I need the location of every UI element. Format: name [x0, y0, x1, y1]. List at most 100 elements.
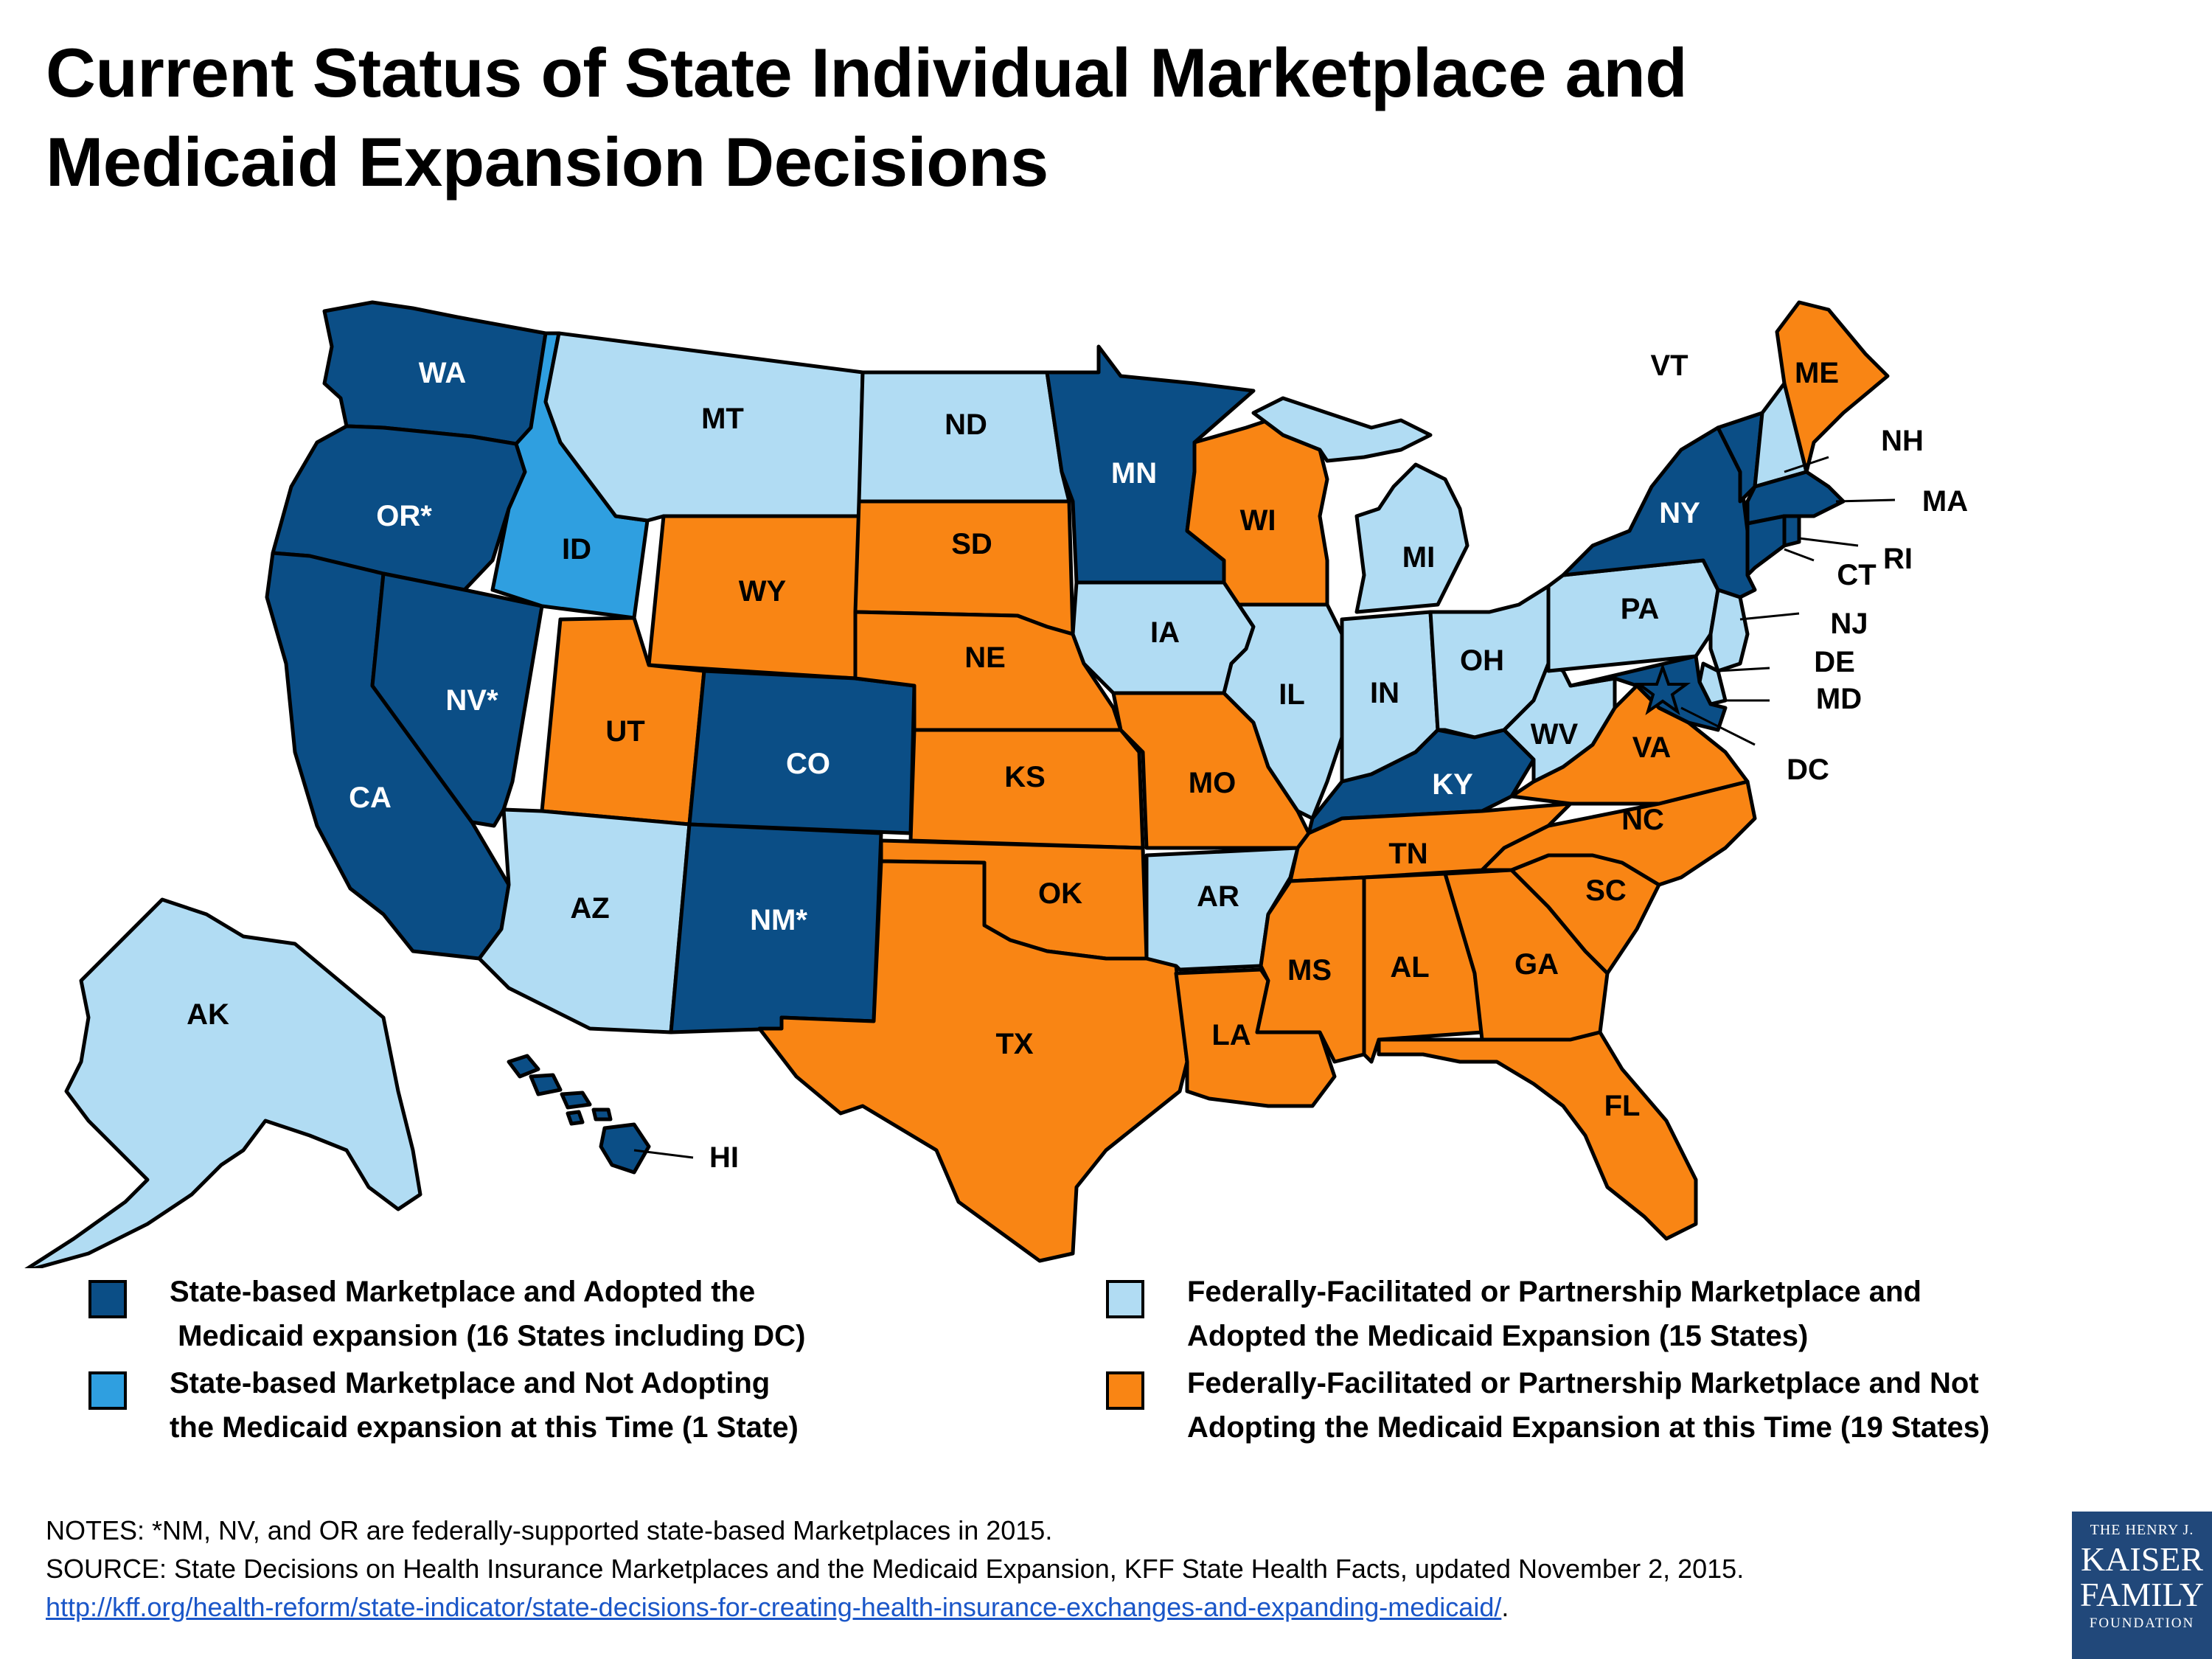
state-label-CA: CA — [349, 782, 392, 814]
state-label-WV: WV — [1531, 718, 1579, 751]
state-DC[interactable] — [1634, 662, 1691, 715]
notes-line: NOTES: *NM, NV, and OR are federally-sup… — [46, 1515, 1053, 1545]
state-label-SD: SD — [951, 528, 992, 560]
legend-label-line2: Adopted the Medicaid Expansion (15 State… — [1187, 1320, 1809, 1352]
leader-DC — [1680, 706, 1756, 746]
legend-label-line1: State-based Marketplace and Not Adopting — [170, 1367, 771, 1399]
state-label-MS: MS — [1287, 954, 1332, 987]
state-label-TX: TX — [995, 1028, 1033, 1060]
state-label-AL: AL — [1390, 951, 1429, 984]
source-line: SOURCE: State Decisions on Health Insura… — [46, 1554, 1745, 1584]
legend-label-line2: the Medicaid expansion at this Time (1 S… — [170, 1411, 799, 1444]
state-FL[interactable] — [1377, 1030, 1698, 1241]
kff-logo: THE HENRY J. KAISER FAMILY FOUNDATION — [2072, 1512, 2212, 1659]
state-label-WA: WA — [419, 357, 466, 389]
legend-swatch — [88, 1371, 127, 1410]
state-label-MN: MN — [1111, 457, 1157, 490]
state-TX[interactable] — [757, 859, 1189, 1263]
state-NE[interactable] — [853, 610, 1123, 732]
state-label-NV: NV* — [445, 684, 498, 717]
state-OR[interactable] — [271, 424, 527, 592]
state-label-NY: NY — [1659, 497, 1700, 529]
state-label-SC: SC — [1585, 874, 1627, 907]
state-label-UT: UT — [605, 715, 644, 748]
leader-RI — [1798, 537, 1859, 547]
state-label-MO: MO — [1189, 767, 1236, 799]
state-VT[interactable] — [1716, 411, 1764, 504]
state-label-AR: AR — [1197, 880, 1239, 913]
state-label-PA: PA — [1621, 593, 1660, 625]
leader-MA — [1835, 498, 1896, 503]
page-title: Current Status of State Individual Marke… — [46, 28, 2037, 206]
state-label-KY: KY — [1432, 768, 1473, 801]
state-KS[interactable] — [908, 728, 1145, 850]
state-label-VA: VA — [1632, 731, 1672, 764]
leader-NH — [1784, 456, 1829, 473]
title-line-1: Current Status of State Individual Marke… — [46, 34, 1688, 111]
leader-NJ — [1739, 612, 1800, 621]
source-link[interactable]: http://kff.org/health-reform/state-indic… — [46, 1592, 1502, 1622]
legend-label-line2: Adopting the Medicaid Expansion at this … — [1187, 1411, 1990, 1444]
state-NJ[interactable] — [1708, 588, 1750, 673]
state-label-VT: VT — [1650, 349, 1688, 382]
source-link-suffix: . — [1501, 1592, 1509, 1622]
leader-HI — [633, 1149, 694, 1159]
logo-line3: FAMILY — [2079, 1576, 2205, 1613]
legend-label-line2: Medicaid expansion (16 States including … — [170, 1320, 806, 1352]
title-line-2: Medicaid Expansion Decisions — [46, 123, 1048, 201]
state-NC[interactable] — [1480, 779, 1757, 887]
state-label-NM: NM* — [750, 904, 807, 936]
state-label-KS: KS — [1004, 761, 1046, 793]
state-label-NH: NH — [1881, 425, 1924, 457]
source-link-line: http://kff.org/health-reform/state-indic… — [46, 1588, 2066, 1627]
legend-label-line1: Federally-Facilitated or Partnership Mar… — [1187, 1367, 1979, 1399]
state-label-FL: FL — [1604, 1090, 1641, 1122]
us-map: WA OR* CA NV* ID MT WY UT AZ CO NM* ND S… — [0, 280, 2212, 1268]
state-label-NE: NE — [964, 641, 1006, 674]
state-label-NJ: NJ — [1830, 608, 1868, 640]
logo-line1: THE HENRY J. — [2090, 1522, 2194, 1538]
legend-swatch — [1106, 1371, 1144, 1410]
state-label-IL: IL — [1279, 678, 1305, 711]
leader-CT — [1784, 548, 1815, 562]
state-label-WI: WI — [1240, 504, 1276, 537]
state-MI[interactable] — [1354, 462, 1470, 614]
state-label-ND: ND — [945, 408, 987, 441]
logo-line4: FOUNDATION — [2089, 1615, 2195, 1631]
state-label-LA: LA — [1211, 1019, 1251, 1051]
state-label-IA: IA — [1150, 616, 1180, 649]
state-label-OR: OR* — [376, 500, 432, 532]
state-label-IN: IN — [1370, 677, 1399, 709]
state-label-ME: ME — [1795, 357, 1839, 389]
state-MI-upper — [1251, 396, 1433, 463]
state-label-CT: CT — [1837, 559, 1876, 591]
legend-label-line1: State-based Marketplace and Adopted the — [170, 1276, 756, 1308]
state-label-RI: RI — [1883, 543, 1913, 575]
state-label-DE: DE — [1814, 646, 1855, 678]
state-ME[interactable] — [1775, 300, 1890, 474]
legend-swatch — [1106, 1280, 1144, 1318]
state-label-DC: DC — [1787, 754, 1829, 786]
state-label-OK: OK — [1038, 877, 1082, 910]
state-label-MT: MT — [701, 403, 744, 435]
state-label-HI: HI — [709, 1141, 739, 1174]
state-WV[interactable] — [1502, 661, 1617, 784]
state-label-OH: OH — [1460, 644, 1504, 677]
state-HI[interactable] — [507, 1054, 651, 1175]
state-label-AK: AK — [187, 998, 229, 1031]
state-label-CO: CO — [786, 748, 830, 780]
state-label-MA: MA — [1922, 485, 1968, 518]
state-label-MI: MI — [1402, 541, 1435, 574]
footnotes: NOTES: *NM, NV, and OR are federally-sup… — [46, 1512, 2066, 1627]
logo-line2: KAISER — [2080, 1540, 2204, 1578]
leader-DE — [1717, 667, 1770, 672]
state-label-WY: WY — [739, 575, 787, 608]
state-RI[interactable] — [1782, 514, 1801, 548]
state-label-AZ: AZ — [570, 892, 609, 925]
state-label-GA: GA — [1514, 948, 1559, 981]
state-AK[interactable] — [22, 897, 422, 1268]
state-CT[interactable] — [1745, 514, 1787, 577]
legend-swatch — [88, 1280, 127, 1318]
state-label-MD: MD — [1816, 683, 1862, 715]
state-label-ID: ID — [562, 533, 591, 566]
